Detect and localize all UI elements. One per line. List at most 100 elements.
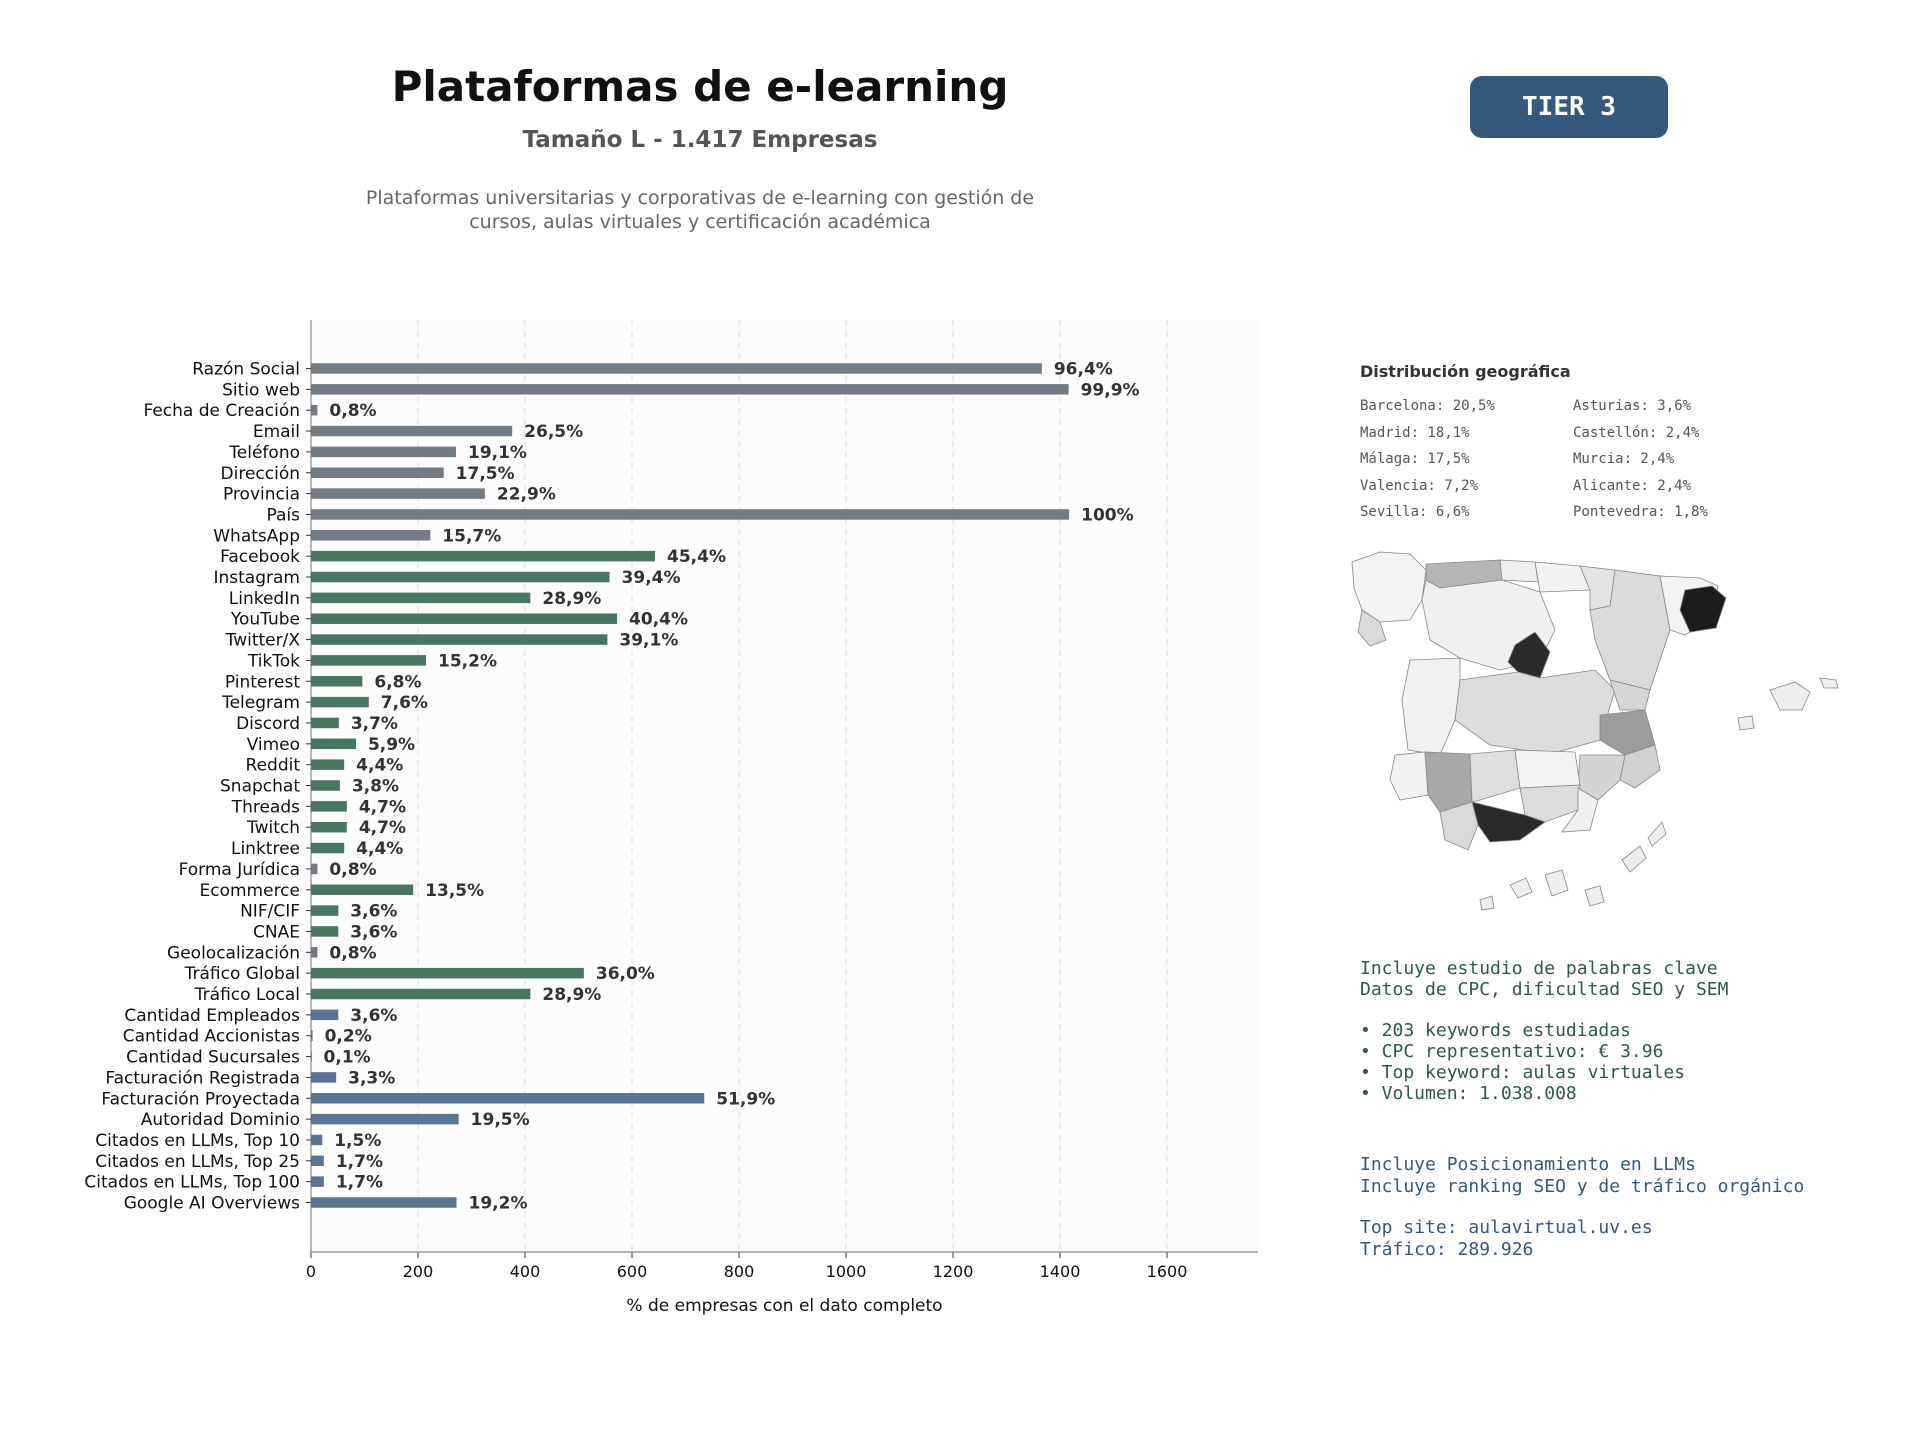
x-tick-label: 800: [724, 1262, 755, 1281]
data-label: 0,8%: [329, 401, 376, 421]
plot-background: [311, 320, 1258, 1252]
map-region-castilla-mancha: [1454, 669, 1616, 755]
bar: [311, 530, 431, 541]
data-label: 3,7%: [351, 714, 398, 734]
keywords-bullet: • Top keyword: aulas virtuales: [1360, 1062, 1686, 1083]
category-label: Email: [253, 422, 300, 442]
category-label: Fecha de Creación: [143, 401, 300, 421]
data-label: 39,1%: [619, 631, 678, 651]
page-description: Plataformas universitarias y corporativa…: [365, 187, 1035, 233]
map-region-cordoba: [1469, 749, 1521, 803]
category-label: Facturación Proyectada: [101, 1089, 300, 1109]
category-label: Linktree: [231, 839, 300, 859]
data-label: 51,9%: [716, 1089, 775, 1109]
geo-item: Castellón: 2,4%: [1573, 424, 1700, 441]
bar: [311, 821, 347, 833]
map-region-pontevedra: [1357, 609, 1387, 647]
geo-item: Pontevedra: 1,8%: [1573, 504, 1708, 520]
map-region-almeria: [1561, 787, 1599, 833]
bar: [311, 905, 339, 916]
bar: [311, 1134, 323, 1146]
bar: [311, 613, 618, 624]
category-label: Ecommerce: [200, 881, 301, 901]
data-label: 3,6%: [350, 922, 397, 942]
data-label: 100%: [1081, 505, 1134, 525]
bar: [311, 842, 345, 854]
map-region-canarias-2: [1544, 869, 1569, 897]
category-label: Tráfico Global: [184, 964, 300, 984]
category-label: Teléfono: [228, 443, 300, 463]
bar: [311, 509, 1070, 520]
category-label: Cantidad Accionistas: [123, 1027, 300, 1047]
bar: [311, 1009, 339, 1021]
data-label: 15,2%: [438, 651, 497, 671]
bar: [311, 425, 513, 437]
map-region-canarias-6: [1479, 895, 1495, 911]
map-region-sevilla: [1424, 751, 1473, 813]
map-region-menorca: [1819, 677, 1839, 689]
data-label: 15,7%: [442, 526, 501, 546]
category-label: Reddit: [246, 756, 301, 776]
data-label: 4,7%: [359, 797, 406, 817]
map-region-galicia: [1351, 551, 1427, 623]
map-region-jaen: [1514, 749, 1581, 789]
category-label: Facebook: [220, 547, 300, 567]
category-label: Instagram: [214, 568, 301, 588]
keywords-line2: Datos de CPC, dificultad SEO y SEM: [1360, 979, 1729, 1000]
data-label: 3,3%: [348, 1068, 395, 1088]
geo-title: Distribución geográfica: [1360, 362, 1571, 381]
bar: [311, 404, 318, 416]
category-label: Citados en LLMs, Top 10: [95, 1131, 300, 1151]
x-tick-label: 600: [617, 1262, 648, 1281]
page-title: Plataformas de e-learning: [391, 62, 1009, 111]
map-region-ibiza: [1737, 715, 1755, 731]
x-tick-label: 200: [403, 1262, 434, 1281]
x-tick-label: 1400: [1040, 1262, 1081, 1281]
bar: [311, 1051, 312, 1062]
category-label: Autoridad Dominio: [141, 1110, 300, 1130]
bar: [311, 1176, 324, 1187]
data-label: 45,4%: [667, 547, 726, 567]
geo-item: Sevilla: 6,6%: [1360, 504, 1470, 520]
category-label: Forma Jurídica: [179, 860, 300, 880]
x-tick-label: 1000: [826, 1262, 867, 1281]
top-site-traffic: Tráfico: 289.926: [1360, 1238, 1534, 1260]
category-label: Discord: [236, 714, 300, 734]
geo-item: Valencia: 7,2%: [1360, 477, 1479, 494]
data-label: 3,6%: [350, 902, 397, 922]
map-region-huelva: [1389, 751, 1429, 801]
keywords-line1: Incluye estudio de palabras clave: [1360, 958, 1718, 979]
map-region-mallorca: [1769, 681, 1811, 711]
bar: [311, 988, 531, 1000]
top-site: Top site: aulavirtual.uv.es: [1360, 1217, 1653, 1238]
data-label: 40,4%: [629, 610, 688, 630]
geo-item: Alicante: 2,4%: [1573, 477, 1692, 494]
bar: [311, 655, 427, 666]
tier-badge: TIER 3: [1470, 76, 1668, 138]
category-label: NIF/CIF: [240, 902, 300, 922]
x-tick-label: 1600: [1147, 1262, 1188, 1281]
map-region-barcelona: [1679, 585, 1727, 633]
bar: [311, 446, 456, 458]
data-label: 0,2%: [325, 1027, 372, 1047]
llm-info: Incluye Posicionamiento en LLMs Incluye r…: [1360, 1154, 1804, 1260]
map-region-cadiz: [1439, 801, 1479, 851]
map-region-canarias-3: [1584, 885, 1605, 907]
bar: [311, 738, 356, 750]
x-tick-label: 400: [510, 1262, 541, 1281]
category-label: Facturación Registrada: [105, 1068, 300, 1088]
map-region-granada: [1519, 784, 1581, 823]
data-label: 4,7%: [359, 818, 406, 838]
data-label: 1,7%: [336, 1152, 383, 1172]
data-label: 3,6%: [350, 1006, 397, 1026]
category-label: Cantidad Sucursales: [126, 1048, 300, 1068]
category-label: Google AI Overviews: [124, 1194, 300, 1214]
geo-item: Murcia: 2,4%: [1573, 451, 1675, 467]
bar: [311, 696, 369, 708]
data-label: 39,4%: [622, 568, 681, 588]
map-regions: [1351, 551, 1839, 911]
llm-line2: Incluye ranking SEO y de tráfico orgánic…: [1360, 1175, 1805, 1197]
bar: [311, 571, 610, 583]
data-label: 5,9%: [368, 735, 415, 755]
bar: [311, 1113, 459, 1125]
